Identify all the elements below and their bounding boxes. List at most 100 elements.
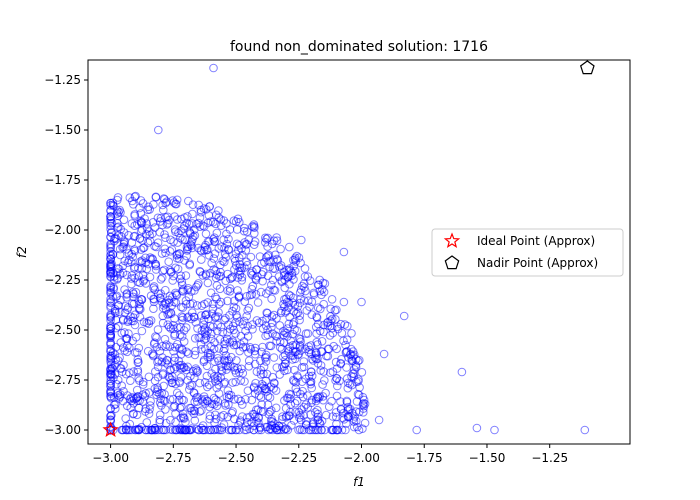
data-point	[216, 221, 226, 230]
x-tick-label: −2.75	[155, 451, 192, 465]
data-point	[106, 198, 115, 208]
data-point	[123, 305, 132, 315]
data-point	[304, 342, 314, 351]
data-point	[231, 368, 241, 378]
y-tick-label: −1.50	[44, 123, 81, 137]
data-point	[164, 309, 174, 319]
data-point	[248, 409, 258, 419]
data-point	[263, 242, 272, 251]
data-point	[114, 301, 123, 310]
data-point	[347, 344, 356, 354]
data-point	[187, 243, 197, 253]
data-point	[233, 273, 243, 282]
legend-marker-ideal-star	[443, 232, 461, 249]
data-point	[159, 194, 169, 203]
data-point	[212, 326, 222, 336]
data-point	[200, 394, 210, 404]
data-point	[150, 425, 159, 435]
data-point	[196, 205, 206, 215]
data-point	[200, 329, 210, 339]
data-point	[306, 410, 315, 420]
data-point	[276, 244, 285, 254]
data-point	[307, 310, 317, 320]
data-point	[131, 287, 141, 297]
data-point	[342, 396, 352, 406]
data-point	[265, 262, 274, 272]
data-point	[197, 406, 206, 415]
data-point	[241, 240, 250, 249]
x-tick-label: −2.00	[343, 451, 380, 465]
data-point	[224, 245, 234, 254]
x-axis-title: f1	[353, 475, 365, 489]
data-point	[184, 425, 194, 435]
data-point	[110, 236, 119, 246]
data-point	[170, 225, 180, 234]
data-point	[226, 361, 235, 371]
data-point	[161, 285, 170, 295]
data-point	[231, 318, 240, 328]
data-point	[344, 412, 354, 422]
data-point	[199, 357, 209, 367]
data-point	[229, 302, 239, 312]
data-point	[227, 273, 236, 283]
data-point	[324, 402, 334, 412]
data-point	[128, 196, 137, 206]
data-point	[199, 315, 209, 325]
data-point	[170, 314, 179, 323]
data-point	[240, 297, 250, 307]
data-point	[328, 425, 338, 435]
data-point	[122, 425, 131, 435]
data-point	[142, 219, 151, 228]
data-point	[213, 397, 223, 406]
data-point	[151, 260, 160, 269]
data-point	[172, 425, 181, 435]
data-point	[107, 227, 116, 237]
data-point	[146, 425, 155, 435]
data-point	[175, 391, 184, 400]
data-point	[250, 346, 260, 356]
data-point	[331, 315, 340, 324]
data-point	[222, 392, 232, 402]
data-point	[300, 272, 310, 281]
data-point	[342, 363, 351, 372]
data-point	[267, 312, 277, 321]
data-point	[321, 388, 330, 398]
x-tick-label: −2.50	[218, 451, 255, 465]
data-point	[148, 351, 158, 361]
data-point	[130, 211, 139, 221]
data-point	[261, 233, 270, 243]
data-point	[153, 238, 163, 247]
data-point	[258, 383, 267, 393]
data-point	[352, 377, 361, 387]
data-point	[294, 334, 304, 343]
data-point	[122, 290, 132, 299]
data-point	[220, 243, 229, 253]
data-point	[161, 233, 170, 242]
data-point	[243, 332, 253, 341]
data-point	[165, 291, 175, 301]
data-point	[165, 373, 175, 383]
data-point	[181, 323, 191, 332]
data-point	[303, 272, 313, 281]
data-point	[236, 396, 245, 406]
data-point	[288, 355, 297, 364]
data-point	[287, 268, 297, 278]
data-point	[263, 330, 273, 340]
data-point	[119, 242, 128, 251]
data-point	[185, 381, 195, 391]
data-point	[146, 316, 156, 325]
data-point	[219, 410, 228, 420]
data-point	[144, 259, 153, 269]
data-point	[176, 302, 186, 312]
data-point	[114, 208, 123, 217]
data-point	[106, 338, 115, 347]
data-point	[228, 272, 237, 282]
x-tick-label: −2.25	[280, 451, 317, 465]
y-tick-label: −3.00	[44, 423, 81, 437]
data-point	[335, 376, 344, 386]
data-point	[330, 306, 340, 315]
data-point	[297, 405, 306, 414]
data-point	[216, 297, 226, 307]
data-point	[223, 386, 233, 395]
data-point	[169, 403, 178, 412]
